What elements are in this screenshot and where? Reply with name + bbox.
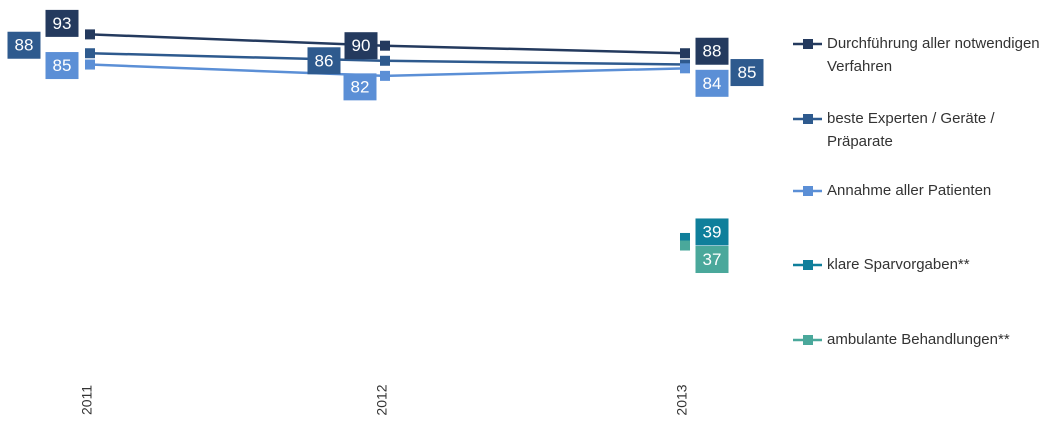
- marker: [380, 70, 390, 81]
- value-label: 85: [53, 56, 72, 75]
- value-label-box: [695, 218, 729, 246]
- value-label-box: [695, 69, 729, 97]
- legend-label: Annahme aller Patienten: [827, 182, 992, 199]
- value-label-box: [343, 73, 377, 101]
- legend-label: klare Sparvorgaben**: [827, 256, 970, 273]
- value-label-box: [344, 32, 378, 60]
- legend-label: Durchführung aller notwendigen Verfahren: [827, 35, 1040, 75]
- marker: [680, 240, 690, 251]
- legend-label: beste Experten / Geräte / Präparate: [827, 110, 995, 150]
- marker: [380, 55, 390, 66]
- marker: [380, 40, 390, 51]
- value-label-box: [307, 47, 341, 75]
- value-label: 88: [703, 42, 722, 61]
- marker: [85, 48, 95, 59]
- legend-label: ambulante Behandlungen**: [827, 331, 1010, 348]
- marker: [680, 63, 690, 74]
- value-label: 88: [15, 36, 34, 55]
- marker: [680, 232, 690, 243]
- value-label: 82: [351, 77, 370, 96]
- value-label: 39: [703, 222, 722, 241]
- x-tick-label: 2011: [79, 385, 95, 415]
- marker: [680, 48, 690, 59]
- value-label-box: [45, 52, 79, 80]
- value-label: 84: [703, 74, 722, 93]
- legend-swatch-marker: [803, 260, 813, 270]
- value-label: 37: [703, 250, 722, 269]
- value-label: 86: [315, 51, 334, 70]
- x-tick-label: 2012: [374, 384, 390, 415]
- value-label-box: [7, 31, 41, 59]
- x-tick-label: 2013: [674, 384, 690, 415]
- value-label: 90: [352, 36, 371, 55]
- legend-swatch-marker: [803, 114, 813, 124]
- legend-swatch-marker: [803, 39, 813, 49]
- legend-swatch-marker: [803, 186, 813, 196]
- value-label-box: [45, 9, 79, 37]
- legend-swatch-marker: [803, 335, 813, 345]
- marker: [85, 59, 95, 70]
- value-label-box: [695, 37, 729, 65]
- value-label: 93: [53, 14, 72, 33]
- value-label-box: [730, 59, 764, 87]
- marker: [85, 29, 95, 40]
- value-label: 85: [738, 63, 757, 82]
- value-label-box: [695, 246, 729, 274]
